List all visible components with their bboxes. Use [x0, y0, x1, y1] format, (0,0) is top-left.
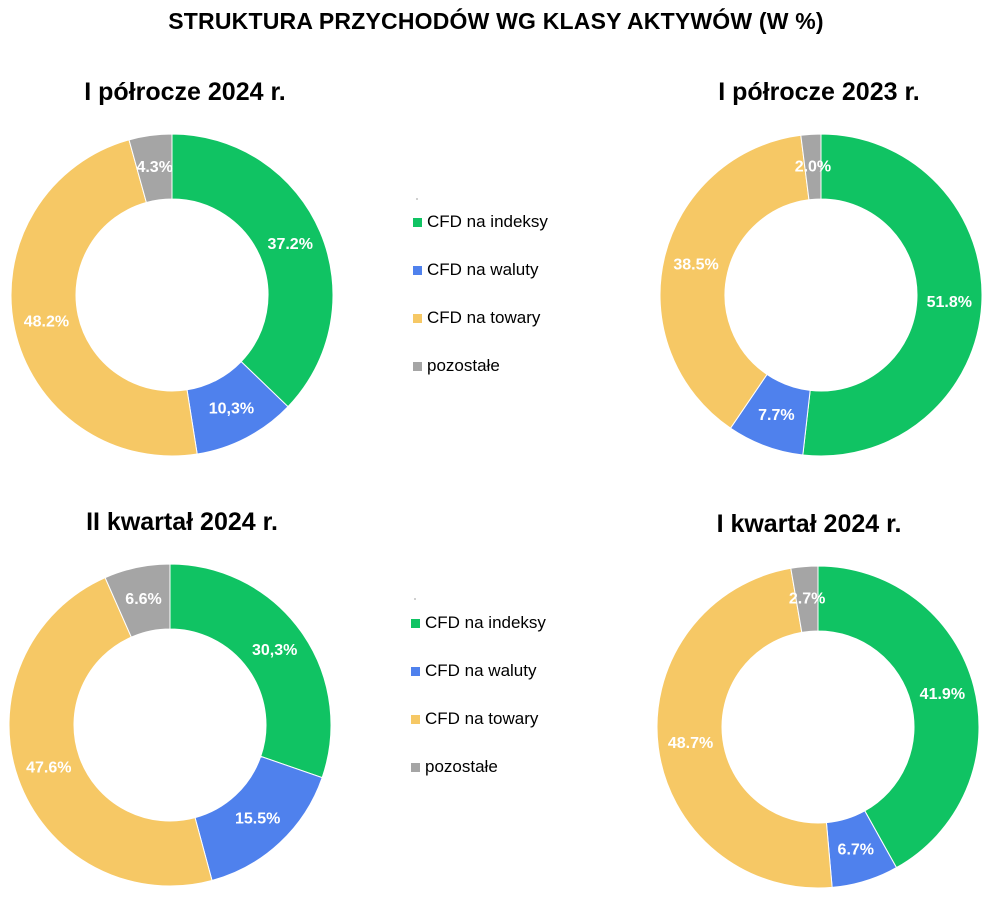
legend-item-currencies: CFD na waluty [413, 246, 548, 294]
legend-swatch-indices [411, 618, 420, 628]
legend-marker-dot [414, 598, 416, 600]
legend-label: CFD na towary [425, 709, 539, 728]
legend-swatch-currencies [411, 666, 420, 676]
data-label-currencies: 10,3% [209, 400, 254, 417]
donut-slice-commodities [656, 567, 833, 889]
legend-marker-dot [416, 198, 418, 200]
legend-top: CFD na indeksy CFD na waluty CFD na towa… [413, 198, 548, 390]
data-label-currencies: 7.7% [758, 407, 794, 424]
donut-slice-other [790, 565, 819, 633]
legend-swatch-other [413, 361, 422, 371]
donut-chart-q1-2024: 41.9% 6.7% 48.7% 2.7% [656, 565, 980, 889]
chart-title-h1-2024: I półrocze 2024 r. [84, 78, 286, 106]
donut-slice-commodities [8, 576, 213, 887]
data-label-other: 2.7% [789, 590, 825, 607]
donut-slice-other [104, 563, 171, 638]
legend-label: pozostałe [427, 356, 500, 375]
legend-item-commodities: CFD na towary [411, 695, 546, 743]
legend-swatch-other [411, 762, 420, 772]
legend-item-commodities: CFD na towary [413, 294, 548, 342]
data-label-commodities: 38.5% [673, 257, 718, 274]
data-label-indices: 41.9% [920, 686, 965, 703]
data-label-other: 2.0% [795, 158, 831, 175]
legend-swatch-indices [413, 217, 422, 227]
legend-swatch-commodities [411, 714, 420, 724]
legend-item-indices: CFD na indeksy [411, 599, 546, 647]
donut-slice-commodities [659, 134, 810, 429]
data-label-commodities: 48.2% [24, 314, 69, 331]
donut-slice-indices [817, 565, 980, 869]
donut-slice-indices [802, 133, 983, 457]
legend-label: CFD na waluty [425, 661, 537, 680]
data-label-commodities: 47.6% [26, 759, 71, 776]
donut-slice-commodities [10, 139, 198, 457]
data-label-other: 6.6% [125, 591, 161, 608]
data-label-currencies: 6.7% [838, 841, 874, 858]
donut-chart-h1-2024: 37.2% 10,3% 48.2% 4.3% [10, 133, 334, 457]
donut-slice-other [800, 133, 822, 201]
data-label-indices: 51.8% [927, 294, 972, 311]
donut-slice-indices [169, 563, 332, 779]
data-label-currencies: 15.5% [235, 810, 280, 827]
legend-item-indices: CFD na indeksy [413, 198, 548, 246]
legend-label: CFD na waluty [427, 260, 539, 279]
legend-label: CFD na indeksy [427, 212, 548, 231]
legend-swatch-commodities [413, 313, 422, 323]
data-label-indices: 37.2% [268, 236, 313, 253]
donut-chart-q2-2024: 30,3% 15.5% 47.6% 6.6% [8, 563, 332, 887]
data-label-commodities: 48.7% [668, 735, 713, 752]
chart-title-q2-2024: II kwartał 2024 r. [86, 508, 278, 536]
legend-swatch-currencies [413, 265, 422, 275]
data-label-other: 4.3% [136, 159, 172, 176]
legend-label: CFD na towary [427, 308, 541, 327]
data-label-indices: 30,3% [252, 642, 297, 659]
page-title: STRUKTURA PRZYCHODÓW WG KLASY AKTYWÓW (W… [168, 8, 824, 34]
donut-chart-h1-2023: 51.8% 7.7% 38.5% 2.0% [659, 133, 983, 457]
legend-item-currencies: CFD na waluty [411, 647, 546, 695]
legend-label: CFD na indeksy [425, 613, 546, 632]
chart-title-h1-2023: I półrocze 2023 r. [718, 78, 920, 106]
donut-slice-other [128, 133, 173, 204]
legend-item-other: pozostałe [411, 743, 546, 791]
donut-slice-indices [171, 133, 334, 408]
legend-label: pozostałe [425, 757, 498, 776]
chart-title-q1-2024: I kwartał 2024 r. [716, 510, 902, 538]
legend-bottom: CFD na indeksy CFD na waluty CFD na towa… [411, 599, 546, 791]
legend-item-other: pozostałe [413, 342, 548, 390]
